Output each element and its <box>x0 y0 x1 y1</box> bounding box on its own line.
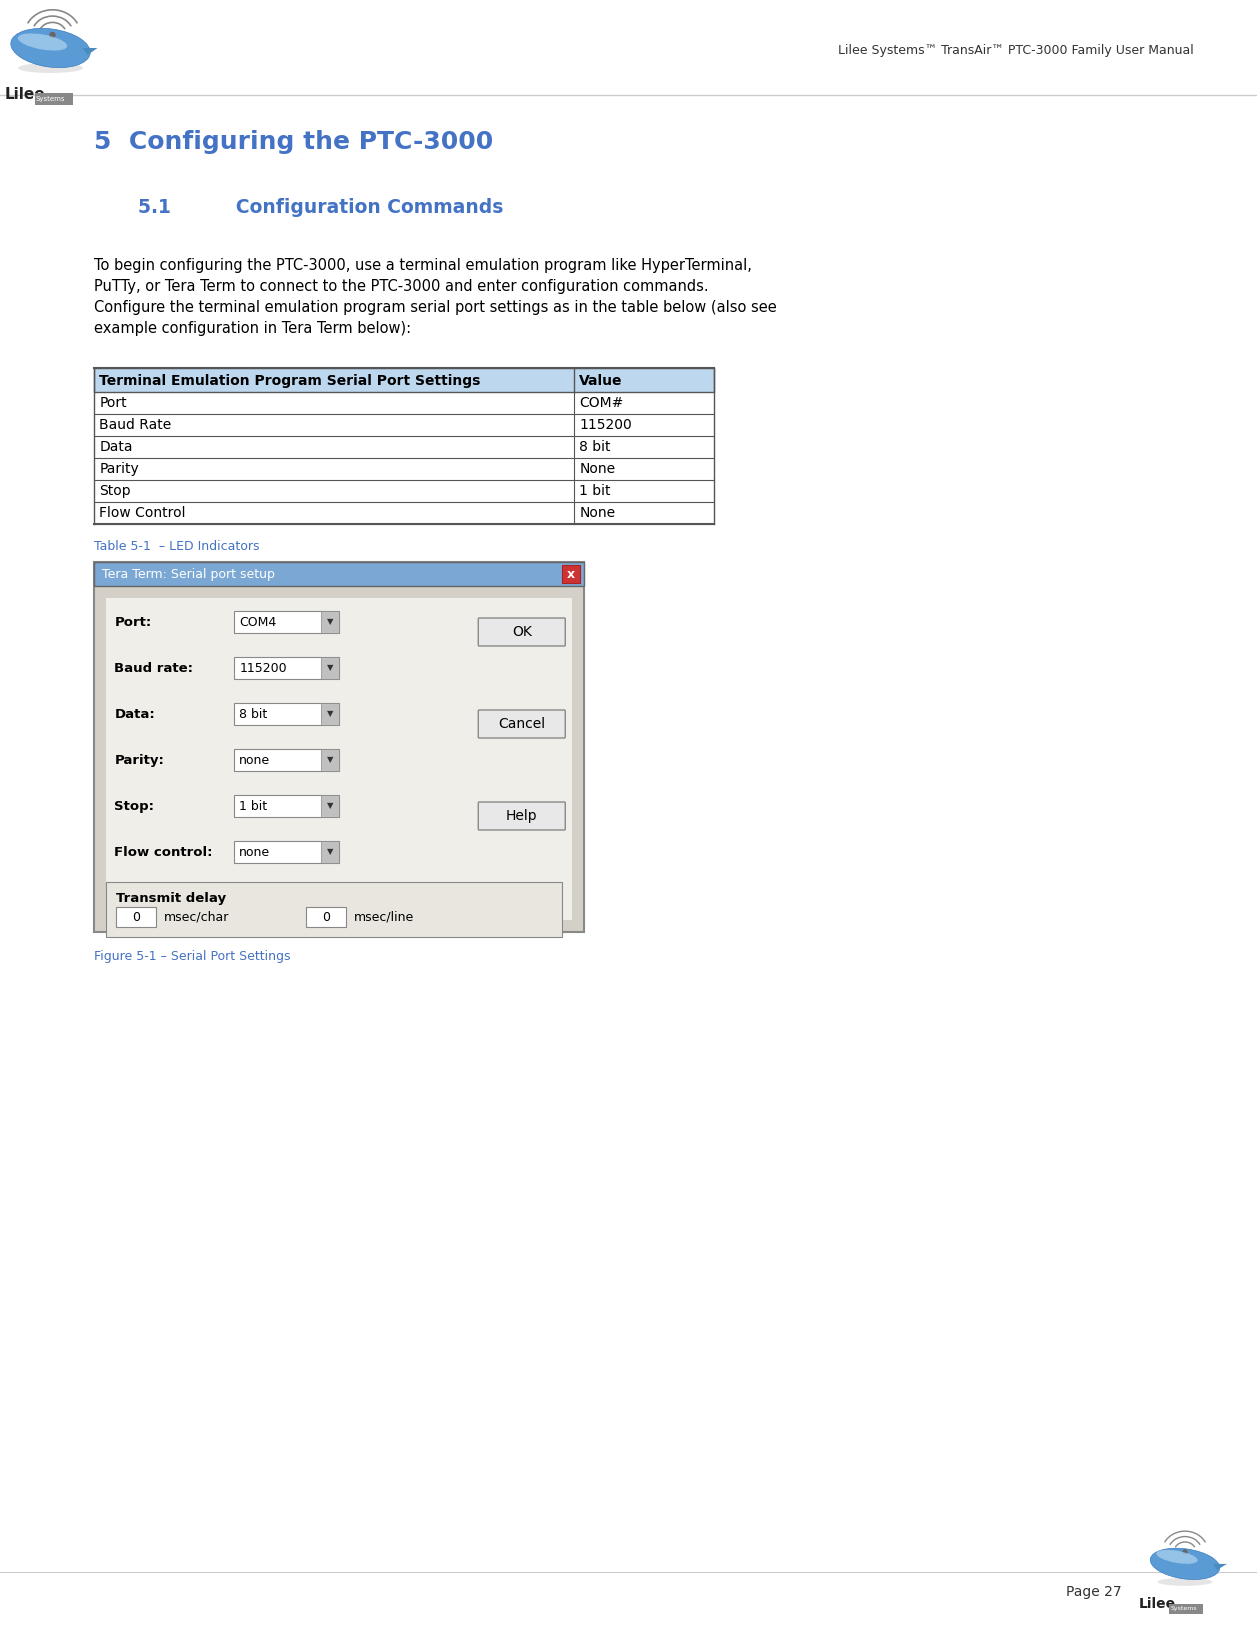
Text: 8 bit: 8 bit <box>239 708 268 721</box>
Text: none: none <box>239 846 270 859</box>
Ellipse shape <box>18 34 67 50</box>
Text: 0: 0 <box>132 911 141 924</box>
FancyBboxPatch shape <box>107 882 562 937</box>
Text: Parity: Parity <box>99 462 140 477</box>
Bar <box>322 796 339 817</box>
Text: ▼: ▼ <box>327 848 333 856</box>
Text: ▼: ▼ <box>327 755 333 765</box>
Text: Data:: Data: <box>114 708 155 721</box>
FancyBboxPatch shape <box>478 802 566 830</box>
Bar <box>117 906 156 927</box>
FancyBboxPatch shape <box>478 618 566 646</box>
Text: Systems: Systems <box>35 96 65 103</box>
Text: Stop:: Stop: <box>114 799 155 812</box>
Text: Figure 5-1 – Serial Port Settings: Figure 5-1 – Serial Port Settings <box>94 950 290 963</box>
Circle shape <box>50 33 55 37</box>
Text: Port:: Port: <box>114 615 152 628</box>
Text: Value: Value <box>579 374 622 387</box>
Bar <box>94 457 714 480</box>
Polygon shape <box>83 49 98 55</box>
Text: 1 bit: 1 bit <box>579 483 611 498</box>
Text: Baud rate:: Baud rate: <box>114 662 194 675</box>
Text: Page 27: Page 27 <box>1066 1585 1121 1599</box>
Ellipse shape <box>18 63 83 73</box>
Text: 1 bit: 1 bit <box>239 799 268 812</box>
Bar <box>94 561 585 932</box>
Text: Cancel: Cancel <box>498 718 546 731</box>
Bar <box>234 657 339 678</box>
Text: example configuration in Tera Term below):: example configuration in Tera Term below… <box>94 321 411 337</box>
Text: ▼: ▼ <box>327 709 333 719</box>
Text: msec/line: msec/line <box>354 911 415 924</box>
Text: Systems: Systems <box>1172 1606 1198 1611</box>
Bar <box>94 561 585 586</box>
Text: ▼: ▼ <box>327 618 333 626</box>
Bar <box>94 392 714 413</box>
Text: ▼: ▼ <box>327 664 333 672</box>
Bar <box>562 565 581 582</box>
Bar <box>94 436 714 457</box>
Text: Tera Term: Serial port setup: Tera Term: Serial port setup <box>102 568 275 581</box>
Text: Configure the terminal emulation program serial port settings as in the table be: Configure the terminal emulation program… <box>94 299 777 316</box>
Ellipse shape <box>11 28 91 68</box>
Text: COM4: COM4 <box>239 615 277 628</box>
Text: 0: 0 <box>322 911 331 924</box>
Text: To begin configuring the PTC-3000, use a terminal emulation program like HyperTe: To begin configuring the PTC-3000, use a… <box>94 259 752 273</box>
Bar <box>234 796 339 817</box>
Text: none: none <box>239 753 270 766</box>
Text: None: None <box>579 462 616 477</box>
Bar <box>107 599 572 919</box>
Bar <box>94 368 714 392</box>
Bar <box>94 480 714 503</box>
Text: PuTTy, or Tera Term to connect to the PTC-3000 and enter configuration commands.: PuTTy, or Tera Term to connect to the PT… <box>94 278 709 294</box>
Bar <box>322 703 339 726</box>
Ellipse shape <box>1158 1578 1213 1586</box>
Text: msec/char: msec/char <box>165 911 230 924</box>
Ellipse shape <box>1150 1549 1219 1580</box>
Text: 5  Configuring the PTC-3000: 5 Configuring the PTC-3000 <box>94 130 494 155</box>
Text: Help: Help <box>507 809 538 823</box>
Bar <box>234 612 339 633</box>
Text: Table 5-1  – LED Indicators: Table 5-1 – LED Indicators <box>94 540 260 553</box>
Text: Flow control:: Flow control: <box>114 846 212 859</box>
Bar <box>322 657 339 678</box>
Text: Data: Data <box>99 439 133 454</box>
Text: Flow Control: Flow Control <box>99 506 186 521</box>
Bar <box>322 748 339 771</box>
Bar <box>234 748 339 771</box>
Bar <box>234 703 339 726</box>
Text: Lilee: Lilee <box>5 86 45 103</box>
Text: 5.1          Configuration Commands: 5.1 Configuration Commands <box>138 198 504 216</box>
FancyBboxPatch shape <box>478 709 566 739</box>
Bar <box>322 612 339 633</box>
Text: 115200: 115200 <box>239 662 287 675</box>
Text: Stop: Stop <box>99 483 131 498</box>
Ellipse shape <box>1156 1551 1198 1564</box>
Text: Baud Rate: Baud Rate <box>99 418 171 433</box>
Bar <box>234 841 339 862</box>
Text: Lilee Systems™ TransAir™ PTC-3000 Family User Manual: Lilee Systems™ TransAir™ PTC-3000 Family… <box>838 44 1194 57</box>
Text: None: None <box>579 506 616 521</box>
Bar <box>94 503 714 524</box>
Text: Parity:: Parity: <box>114 753 165 766</box>
Bar <box>307 906 346 927</box>
Bar <box>322 841 339 862</box>
Text: x: x <box>567 568 576 581</box>
Text: OK: OK <box>512 625 532 639</box>
Polygon shape <box>1213 1564 1227 1570</box>
Text: 115200: 115200 <box>579 418 632 433</box>
Text: COM#: COM# <box>579 395 623 410</box>
Text: ▼: ▼ <box>327 802 333 810</box>
Text: Port: Port <box>99 395 127 410</box>
Text: Terminal Emulation Program Serial Port Settings: Terminal Emulation Program Serial Port S… <box>99 374 480 387</box>
Text: Lilee: Lilee <box>1139 1596 1177 1611</box>
Bar <box>1169 1604 1203 1614</box>
Bar <box>94 413 714 436</box>
Text: Transmit delay: Transmit delay <box>117 892 226 905</box>
Text: 8 bit: 8 bit <box>579 439 611 454</box>
Circle shape <box>1183 1551 1187 1554</box>
Bar <box>34 93 73 106</box>
